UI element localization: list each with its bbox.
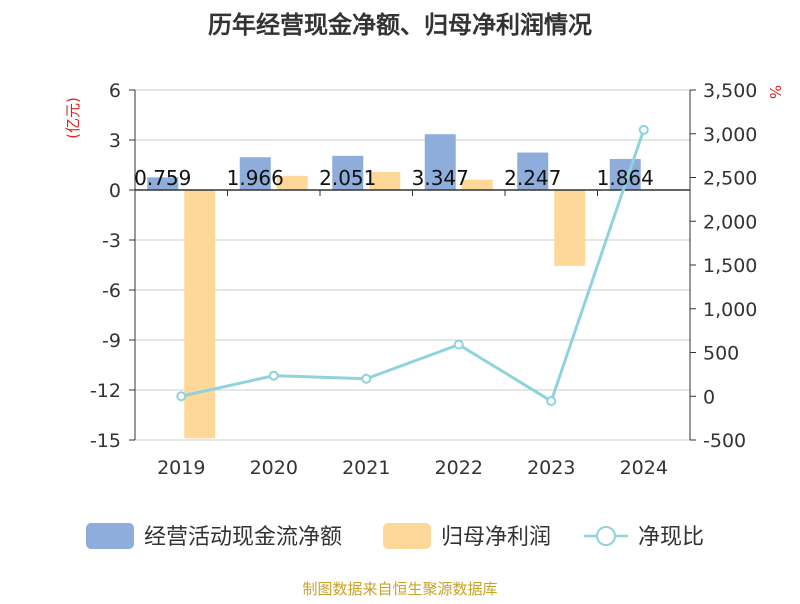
ratio-line (180, 129, 646, 404)
cashflow-bar (424, 134, 456, 190)
right-tick-label: 1,000 (703, 299, 757, 321)
left-tick-label: -9 (102, 330, 121, 352)
right-tick-label: 2,500 (703, 168, 757, 190)
legend: 经营活动现金流净额 归母净利润 净现比 (86, 523, 704, 550)
category-label: 2020 (250, 457, 298, 479)
left-tick-label: -15 (90, 430, 121, 452)
net-profit-bar (369, 172, 401, 190)
right-tick-label: 3,500 (703, 80, 757, 102)
bars-layer (147, 134, 678, 439)
category-label: 2023 (527, 457, 575, 479)
legend-label: 归母净利润 (441, 525, 551, 550)
right-tick-label: 1,500 (703, 255, 757, 277)
right-tick-label: 3,000 (703, 124, 757, 146)
cashflow-bar (147, 177, 179, 190)
category-label: 2021 (342, 457, 390, 479)
category-label: 2022 (435, 457, 483, 479)
right-tick-label: 2,000 (703, 211, 757, 233)
legend-swatch (86, 523, 134, 549)
line-layer (176, 124, 649, 407)
right-tick-label: -500 (703, 430, 746, 452)
left-axis-unit: (亿元) (64, 97, 82, 139)
cashflow-data-label: 0.759 (134, 166, 191, 190)
ratio-point (361, 373, 372, 384)
cashflow-data-label: 2.051 (319, 166, 376, 190)
legend-label: 经营活动现金流净额 (144, 525, 342, 550)
ratio-point (638, 124, 649, 135)
net-profit-bar (184, 190, 216, 439)
left-tick-label: 0 (109, 180, 121, 202)
source-note: 制图数据来自恒生聚源数据库 (302, 580, 497, 598)
net-profit-bar (461, 179, 493, 190)
legend-swatch (383, 523, 431, 549)
ratio-point (453, 339, 464, 350)
cashflow-data-label: 3.347 (412, 166, 469, 190)
cashflow-data-label: 1.966 (227, 166, 284, 190)
ratio-point (546, 396, 557, 407)
cashflow-bar (332, 155, 364, 190)
cashflow-bar (239, 157, 271, 190)
category-label: 2024 (620, 457, 668, 479)
left-tick-label: 3 (109, 130, 121, 152)
ratio-point (268, 370, 279, 381)
cashflow-data-label: 2.247 (504, 166, 561, 190)
right-tick-label: 500 (703, 343, 739, 365)
left-tick-label: -3 (102, 230, 121, 252)
ratio-point (176, 391, 187, 402)
legend-swatch-marker (596, 526, 616, 546)
axis-layer: 6 3 0 -3 -6 -9 -12 -15 3,500 3,000 2,500 2,000 1,500… (90, 80, 757, 479)
cashflow-data-label: 1.864 (597, 166, 654, 190)
right-tick-label: 0 (703, 386, 715, 408)
net-profit-bar (276, 175, 308, 190)
cashflow-bar (517, 152, 549, 190)
left-tick-label: 6 (109, 80, 121, 102)
left-tick-label: -6 (102, 280, 121, 302)
left-tick-label: -12 (90, 380, 121, 402)
right-axis-unit: % (766, 85, 784, 99)
labels-layer: 0.759 1.966 2.051 3.347 2.247 1.864 (134, 166, 654, 190)
legend-label: 净现比 (638, 525, 704, 550)
net-profit-bar (554, 190, 586, 266)
chart-title: 历年经营现金净额、归母净利润情况 (208, 11, 592, 39)
category-label: 2019 (157, 457, 205, 479)
